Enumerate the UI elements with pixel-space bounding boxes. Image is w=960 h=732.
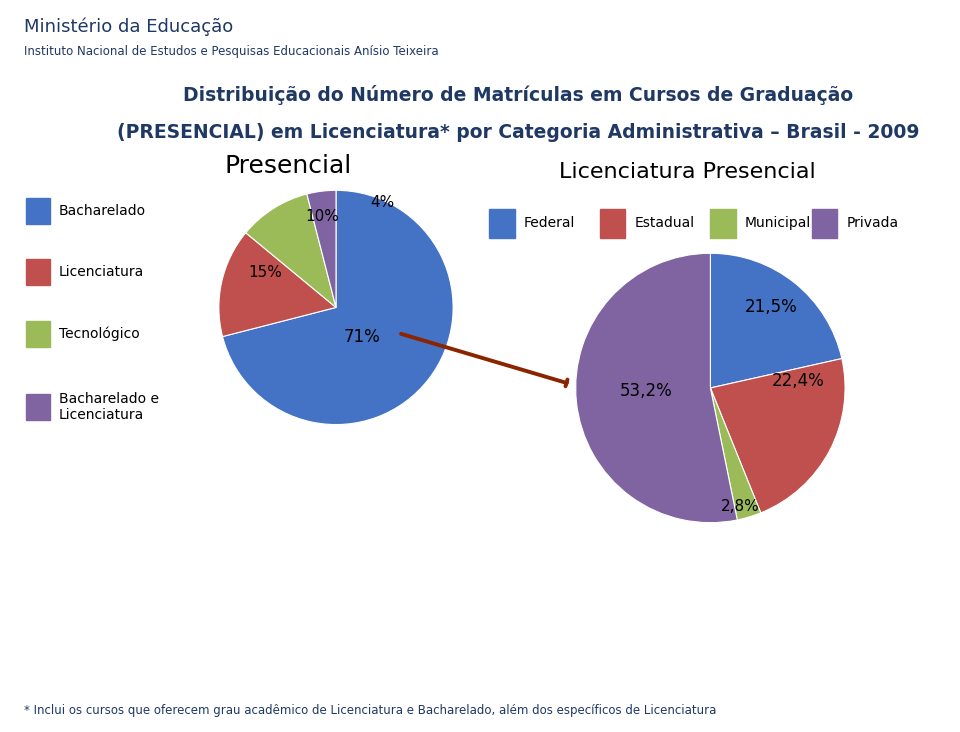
Text: 71%: 71% <box>344 328 380 346</box>
Text: 4%: 4% <box>371 195 395 209</box>
Text: (PRESENCIAL) em Licenciatura* por Categoria Administrativa – Brasil - 2009: (PRESENCIAL) em Licenciatura* por Catego… <box>117 122 920 141</box>
Wedge shape <box>219 233 336 337</box>
Text: 15%: 15% <box>249 265 282 280</box>
Text: Presencial: Presencial <box>225 154 351 178</box>
Text: * Inclui os cursos que oferecem grau acadêmico de Licenciatura e Bacharelado, al: * Inclui os cursos que oferecem grau aca… <box>24 704 716 717</box>
Bar <box>26 198 50 224</box>
Text: Distribuição do Número de Matrículas em Cursos de Graduação: Distribuição do Número de Matrículas em … <box>183 85 853 105</box>
Bar <box>26 321 50 347</box>
Wedge shape <box>710 388 760 520</box>
Text: Federal: Federal <box>524 216 575 231</box>
Text: Licenciatura: Licenciatura <box>59 265 144 280</box>
Text: 2,8%: 2,8% <box>721 499 759 514</box>
Text: 22,4%: 22,4% <box>772 373 825 390</box>
Text: 10%: 10% <box>305 209 339 223</box>
Wedge shape <box>307 190 336 307</box>
Wedge shape <box>576 253 737 523</box>
Bar <box>600 209 625 238</box>
Text: Licenciatura Presencial: Licenciatura Presencial <box>559 162 816 182</box>
Bar <box>812 209 837 238</box>
Text: Bacharelado e
Licenciatura: Bacharelado e Licenciatura <box>59 392 159 422</box>
Text: Estadual: Estadual <box>635 216 694 231</box>
Text: Ministério da Educação: Ministério da Educação <box>24 18 233 36</box>
Bar <box>26 259 50 285</box>
Bar <box>26 394 50 420</box>
Text: Instituto Nacional de Estudos e Pesquisas Educacionais Anísio Teixeira: Instituto Nacional de Estudos e Pesquisa… <box>24 45 439 59</box>
Bar <box>710 209 735 238</box>
Wedge shape <box>710 359 845 513</box>
Wedge shape <box>246 194 336 307</box>
Text: Privada: Privada <box>847 216 899 231</box>
Text: Bacharelado: Bacharelado <box>59 203 146 218</box>
Text: Tecnológico: Tecnológico <box>59 326 140 341</box>
Wedge shape <box>710 253 842 388</box>
Text: Municipal: Municipal <box>745 216 811 231</box>
Wedge shape <box>223 190 453 425</box>
Text: 53,2%: 53,2% <box>619 381 672 400</box>
Bar <box>490 209 515 238</box>
Text: 21,5%: 21,5% <box>745 298 798 316</box>
